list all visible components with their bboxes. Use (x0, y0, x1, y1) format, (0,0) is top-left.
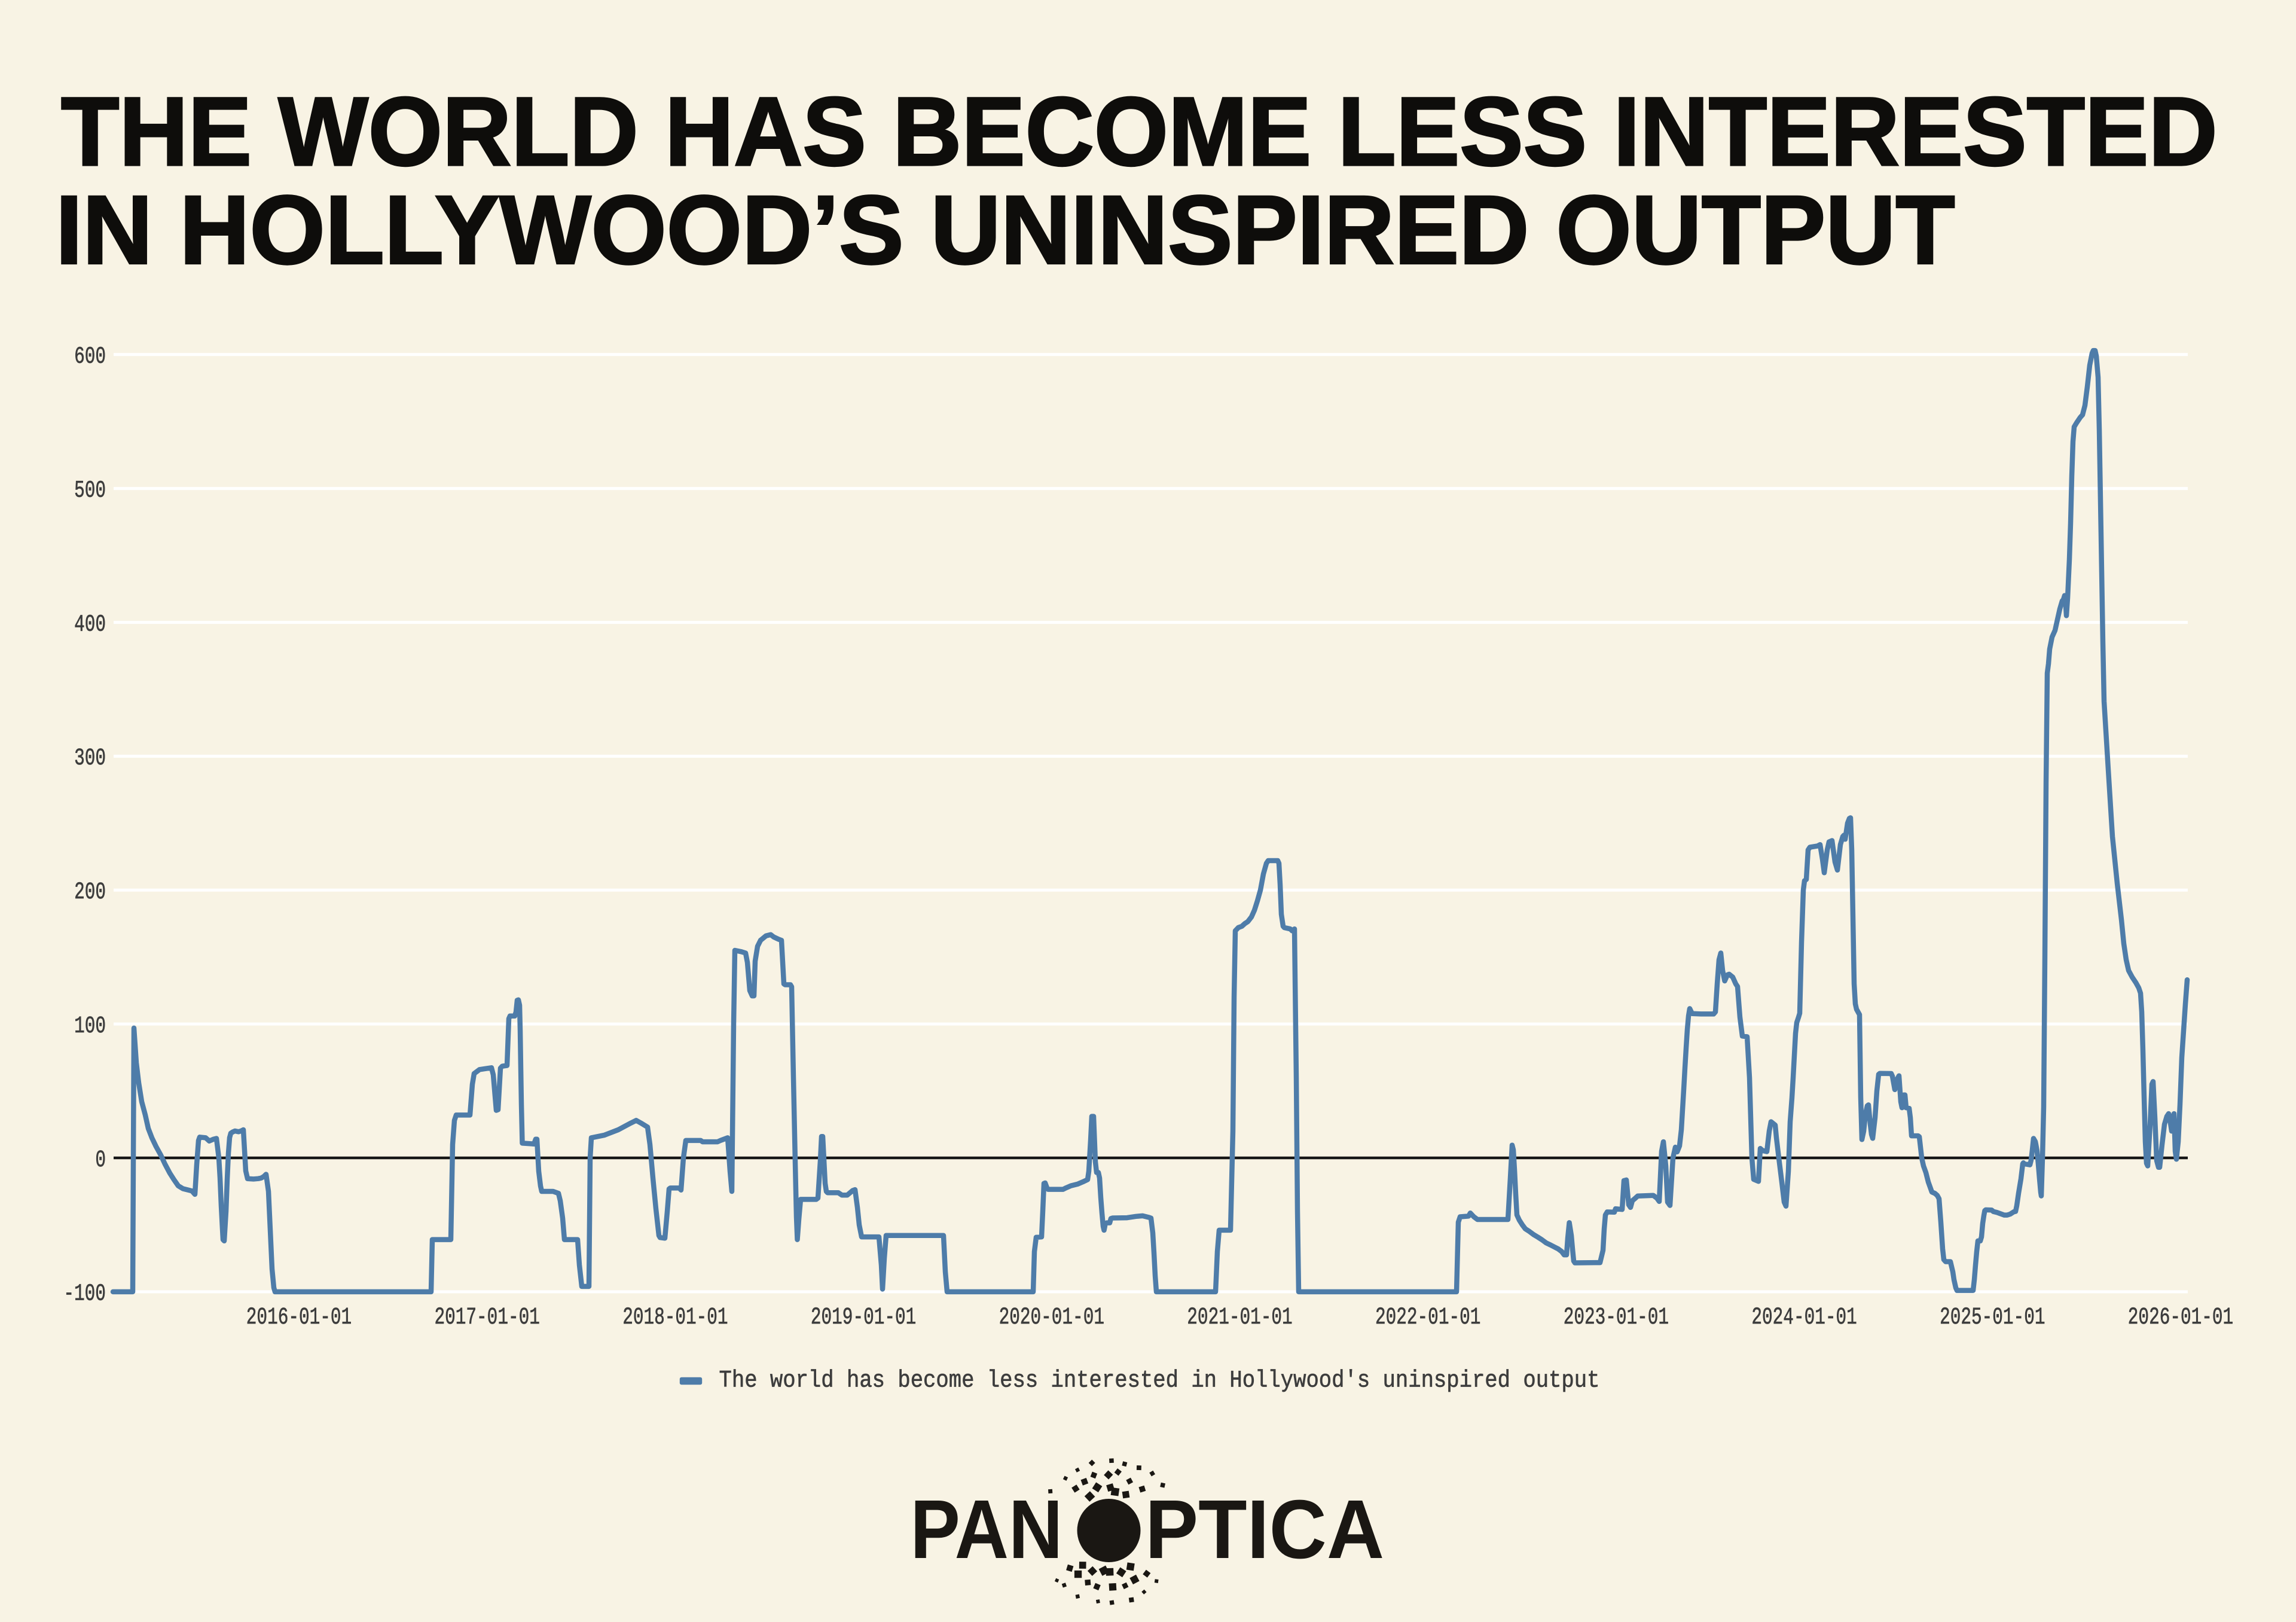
svg-text:-100: -100 (63, 1280, 106, 1308)
svg-text:2026-01-01: 2026-01-01 (2128, 1304, 2233, 1331)
svg-text:PTICA: PTICA (1145, 1482, 1384, 1575)
svg-text:IN HOLLYWOOD’S UNINSPIRED OUTP: IN HOLLYWOOD’S UNINSPIRED OUTPUT (56, 176, 1955, 284)
svg-text:600: 600 (74, 343, 106, 371)
svg-text:200: 200 (74, 879, 106, 906)
svg-text:2020-01-01: 2020-01-01 (999, 1304, 1104, 1331)
svg-text:0: 0 (95, 1147, 106, 1174)
svg-text:400: 400 (74, 611, 106, 638)
svg-text:THE WORLD HAS BECOME LESS INTE: THE WORLD HAS BECOME LESS INTERESTED (61, 77, 2218, 186)
svg-text:2025-01-01: 2025-01-01 (1940, 1304, 2045, 1331)
svg-text:100: 100 (74, 1013, 106, 1040)
svg-text:The world has become less inte: The world has become less interested in … (719, 1367, 1600, 1394)
svg-text:2021-01-01: 2021-01-01 (1187, 1304, 1292, 1331)
svg-text:500: 500 (74, 477, 106, 504)
svg-text:2023-01-01: 2023-01-01 (1564, 1304, 1669, 1331)
svg-text:PAN: PAN (910, 1483, 1062, 1577)
svg-text:300: 300 (74, 745, 106, 772)
svg-text:2016-01-01: 2016-01-01 (246, 1304, 352, 1331)
svg-text:2018-01-01: 2018-01-01 (622, 1304, 728, 1331)
svg-text:2024-01-01: 2024-01-01 (1751, 1304, 1857, 1331)
svg-text:2019-01-01: 2019-01-01 (811, 1304, 916, 1331)
svg-text:2017-01-01: 2017-01-01 (435, 1304, 540, 1331)
svg-text:2022-01-01: 2022-01-01 (1375, 1304, 1480, 1331)
